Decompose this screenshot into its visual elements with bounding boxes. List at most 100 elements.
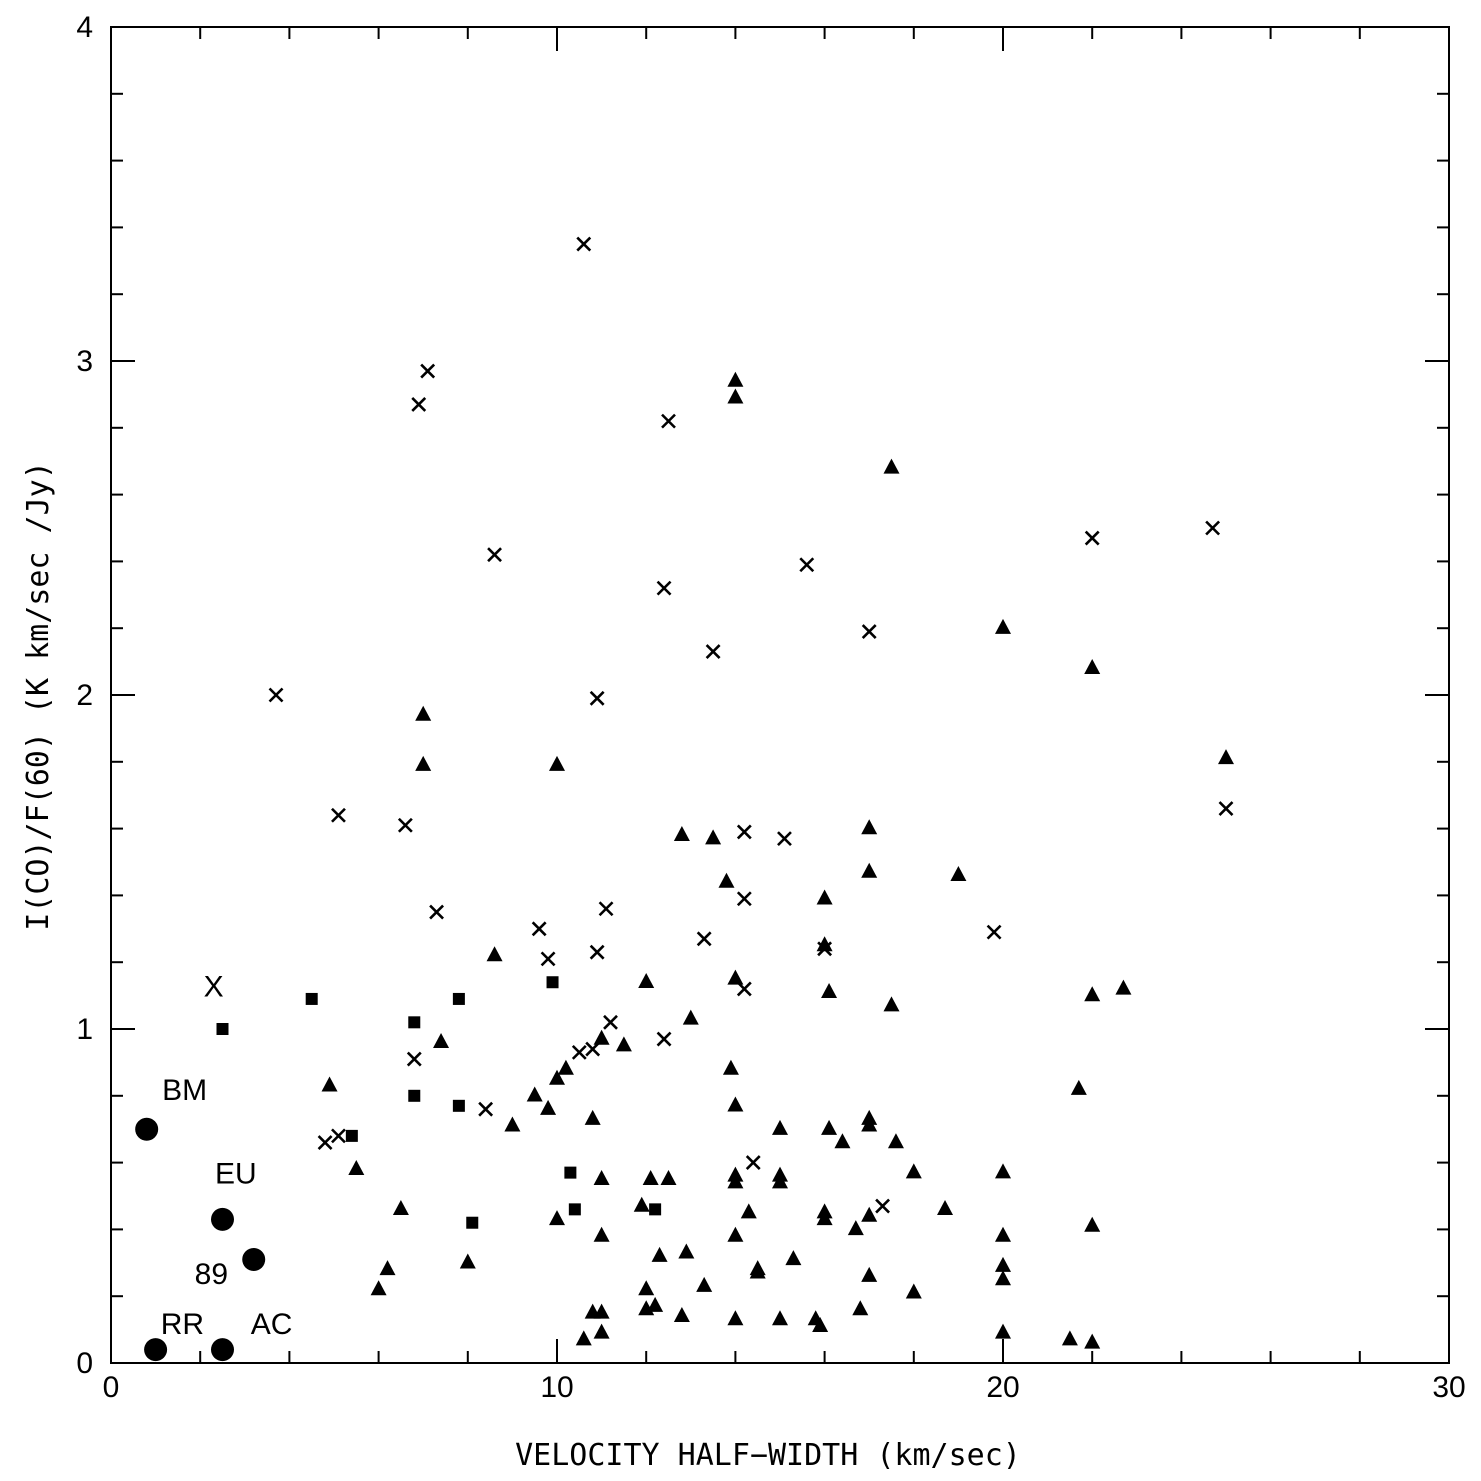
circle-point	[242, 1247, 266, 1271]
cross-stroke	[429, 904, 444, 920]
cross-point	[656, 580, 672, 596]
cross-stroke	[268, 687, 284, 703]
cross-point	[406, 1051, 422, 1067]
square-point	[408, 1016, 421, 1029]
cross-stroke	[540, 951, 556, 967]
cross-stroke	[696, 931, 712, 947]
triangle-point	[370, 1280, 387, 1296]
square-point	[452, 992, 465, 1005]
triangle-point	[995, 1163, 1011, 1179]
cross-point	[540, 951, 556, 967]
cross-point	[397, 817, 413, 833]
triangle-point	[673, 1306, 690, 1322]
cross-point	[576, 236, 592, 252]
y-tick-label: 1	[76, 1013, 93, 1046]
triangle-point	[433, 1033, 450, 1049]
triangle-point	[593, 1170, 610, 1185]
cross-point	[986, 924, 1002, 940]
triangle-point	[816, 1210, 833, 1226]
triangle-point	[727, 371, 744, 387]
point-annotation: X	[204, 971, 224, 1004]
triangle-point	[575, 1330, 592, 1346]
cross-point	[589, 944, 605, 960]
triangle-point	[812, 1316, 829, 1332]
cross-stroke	[331, 1128, 346, 1144]
triangle-point	[1084, 658, 1101, 674]
square-point	[216, 1023, 229, 1035]
circle-point	[135, 1117, 159, 1141]
triangle-point	[861, 862, 878, 878]
triangle-point	[785, 1250, 802, 1266]
triangle-point	[816, 889, 833, 905]
triangle-point	[772, 1310, 788, 1326]
cross-stroke	[571, 1044, 587, 1060]
triangle-point	[392, 1200, 409, 1216]
point-annotation: BM	[162, 1074, 207, 1107]
triangle-point	[749, 1263, 766, 1279]
cross-stroke	[661, 413, 676, 429]
cross-stroke	[411, 397, 427, 412]
x-axis-title: VELOCITY HALF−WIDTH (km/sec)	[515, 1438, 1021, 1473]
cross-stroke	[736, 891, 752, 907]
triangle-point	[816, 936, 833, 952]
circle-point	[211, 1207, 234, 1231]
triangle-point	[526, 1086, 543, 1102]
cross-stroke	[478, 1101, 494, 1117]
cross-point	[420, 363, 436, 379]
triangle-point	[740, 1203, 757, 1219]
triangle-point	[504, 1116, 521, 1132]
cross-point	[487, 547, 502, 563]
triangle-point	[1084, 1216, 1101, 1232]
triangle-point	[549, 1069, 565, 1085]
triangle-point	[905, 1283, 922, 1299]
cross-stroke	[1218, 801, 1234, 816]
cross-point	[777, 831, 792, 847]
square-point	[649, 1203, 662, 1216]
cross-point	[571, 1044, 587, 1060]
x-tick-label: 10	[540, 1371, 573, 1404]
y-tick-label: 0	[76, 1347, 93, 1380]
cross-stroke	[1205, 520, 1221, 536]
triangle-point	[727, 1310, 744, 1326]
triangle-point	[660, 1170, 677, 1185]
cross-stroke	[397, 817, 413, 833]
triangle-point	[540, 1099, 557, 1115]
triangle-point	[638, 1280, 655, 1296]
triangle-point	[861, 1266, 878, 1282]
square-point	[452, 1099, 465, 1112]
square-point	[466, 1216, 479, 1229]
cross-stroke	[861, 624, 877, 639]
cross-stroke	[331, 807, 346, 823]
cross-point	[875, 1198, 890, 1214]
triangle-point	[821, 982, 838, 998]
triangle-point	[861, 819, 878, 835]
square-point	[408, 1089, 421, 1102]
cross-point	[603, 1014, 618, 1030]
y-tick-label: 2	[76, 679, 93, 712]
cross-stroke	[1084, 530, 1100, 546]
cross-point	[268, 687, 284, 703]
triangle-point	[678, 1243, 695, 1259]
square-point	[345, 1129, 358, 1142]
cross-point	[1205, 520, 1221, 536]
cross-stroke	[576, 236, 592, 252]
triangle-point	[995, 1323, 1011, 1339]
y-tick-label: 3	[76, 345, 93, 378]
triangle-point	[642, 1170, 659, 1185]
triangle-point	[549, 755, 565, 771]
triangle-point	[727, 388, 744, 404]
cross-point	[331, 1128, 346, 1144]
cross-stroke	[799, 557, 815, 573]
point-annotation: EU	[215, 1158, 257, 1191]
cross-stroke	[736, 824, 752, 840]
cross-point	[478, 1101, 494, 1117]
cross-point	[331, 807, 346, 823]
square-point	[568, 1203, 581, 1216]
triangle-point	[834, 1133, 851, 1149]
triangle-point	[727, 1096, 744, 1112]
triangle-point	[1061, 1330, 1078, 1346]
x-tick-label: 0	[103, 1371, 120, 1404]
y-axis-title: I(CO)/F(60) (K km/sec /Jy)	[21, 461, 56, 931]
triangle-point	[772, 1173, 788, 1189]
cross-point	[696, 931, 712, 947]
